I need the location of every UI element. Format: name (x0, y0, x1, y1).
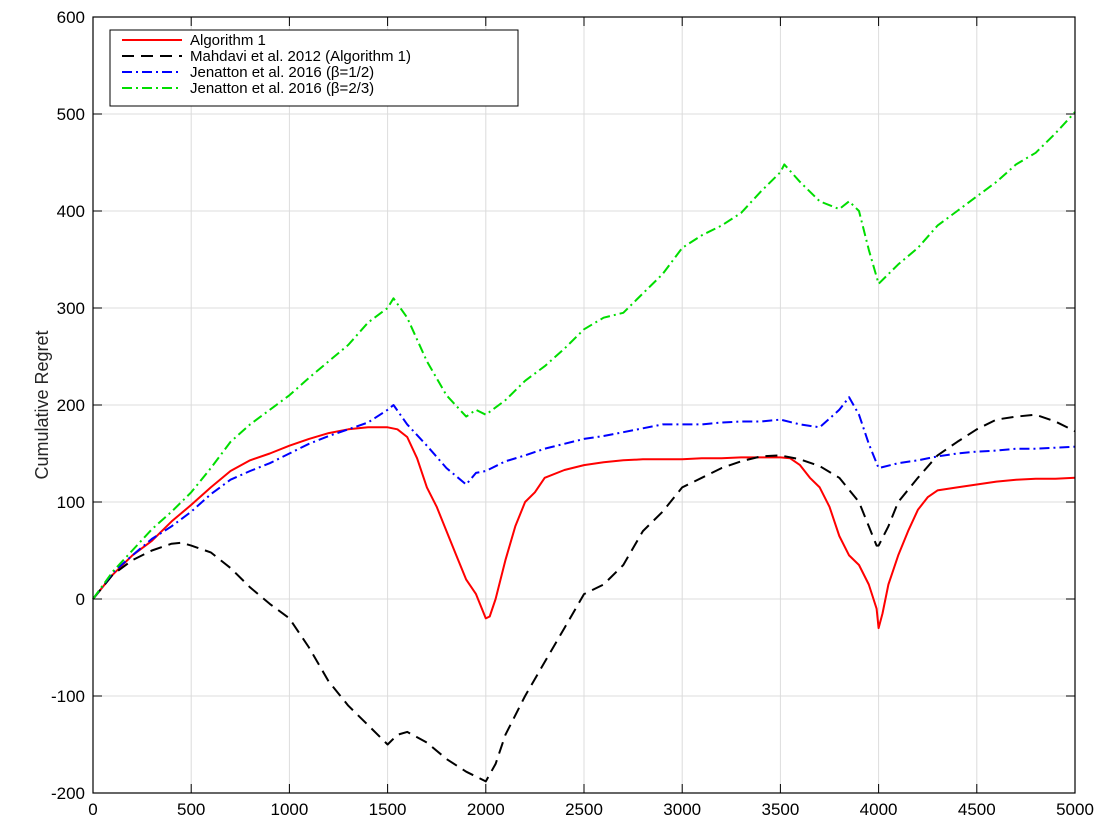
legend-entry: Mahdavi et al. 2012 (Algorithm 1) (190, 48, 411, 65)
y-axis: -200 -100 0 100 200 300 400 500 600 (51, 8, 1075, 803)
legend-entry: Algorithm 1 (190, 32, 266, 49)
series-line-4 (92, 111, 1076, 600)
series-line-2 (92, 413, 1076, 783)
x-tick-label: 2500 (565, 800, 603, 819)
y-tick-label: 500 (57, 105, 85, 124)
series-group (92, 111, 1076, 783)
y-tick-label: 600 (57, 8, 85, 27)
y-tick-label: -200 (51, 784, 85, 803)
x-tick-label: 3000 (663, 800, 701, 819)
y-tick-label: 400 (57, 202, 85, 221)
x-tick-label: 2000 (467, 800, 505, 819)
x-tick-label: 1500 (369, 800, 407, 819)
legend-entry: Jenatton et al. 2016 (β=2/3) (190, 80, 374, 97)
x-tick-label: 0 (88, 800, 97, 819)
y-axis-label: Cumulative Regret (32, 330, 52, 479)
legend-box (109, 29, 519, 107)
series-line-1 (92, 426, 1076, 630)
x-tick-label: 1000 (270, 800, 308, 819)
y-tick-label: 0 (76, 590, 85, 609)
y-tick-label: 300 (57, 299, 85, 318)
legend-entry: Jenatton et al. 2016 (β=1/2) (190, 64, 374, 81)
y-tick-label: 100 (57, 493, 85, 512)
x-tick-label: 3500 (761, 800, 799, 819)
x-tick-label: 4500 (958, 800, 996, 819)
x-tick-label: 4000 (860, 800, 898, 819)
series-line-3 (92, 396, 1076, 600)
y-tick-label: -100 (51, 687, 85, 706)
x-tick-label: 5000 (1056, 800, 1094, 819)
x-axis: 0 500 1000 1500 2000 2500 3000 3500 4000 4500 5000 (88, 17, 1094, 819)
y-tick-label: 200 (57, 396, 85, 415)
x-tick-label: 500 (177, 800, 205, 819)
